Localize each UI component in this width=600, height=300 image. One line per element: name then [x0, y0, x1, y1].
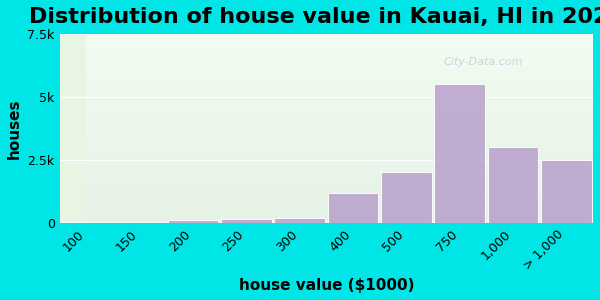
Bar	[328, 193, 379, 223]
Bar	[381, 172, 431, 223]
X-axis label: house value ($1000): house value ($1000)	[239, 278, 414, 293]
Title: Distribution of house value in Kauai, HI in 2021: Distribution of house value in Kauai, HI…	[29, 7, 600, 27]
Y-axis label: houses: houses	[7, 98, 22, 159]
Bar	[488, 147, 538, 223]
Bar	[434, 84, 485, 223]
Bar	[167, 220, 218, 223]
Bar	[114, 222, 165, 223]
Bar	[541, 160, 592, 223]
Bar	[61, 222, 112, 223]
Text: City-Data.com: City-Data.com	[443, 57, 523, 67]
Bar	[274, 218, 325, 223]
Bar	[221, 219, 272, 223]
